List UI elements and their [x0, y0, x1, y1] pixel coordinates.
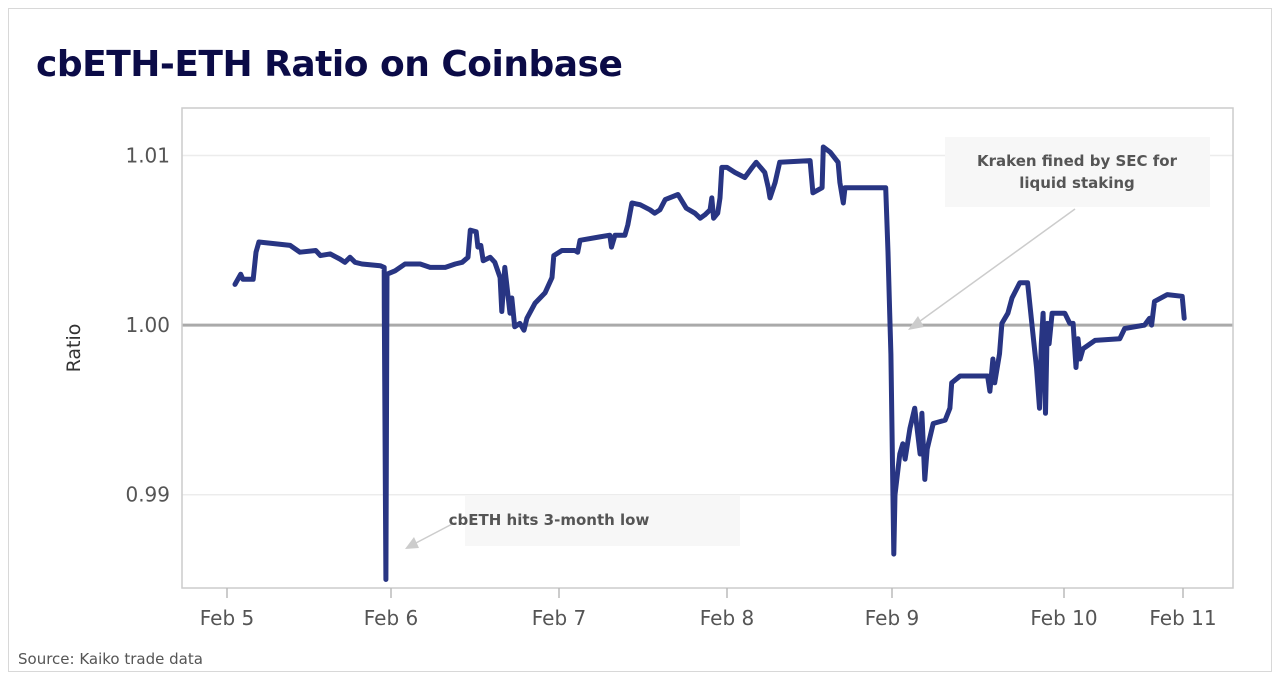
x-axis: Feb 5 Feb 6 Feb 7 Feb 8 Feb 9 Feb 10 Feb 11 [200, 588, 1217, 630]
x-tick-label: Feb 9 [865, 606, 920, 630]
y-tick-label: 1.00 [125, 313, 170, 337]
annotation-arrow-line [413, 521, 457, 545]
annotation-text: cbETH hits 3-month low [449, 511, 650, 529]
annotation-box [465, 496, 740, 546]
y-axis: 0.99 1.00 1.01 [125, 143, 170, 506]
annotation-text: liquid staking [1019, 174, 1135, 192]
annotation-arrow-line [915, 208, 1076, 325]
annotation-kraken: Kraken fined by SEC for liquid staking [908, 137, 1210, 330]
plot-area-border [181, 107, 1234, 589]
y-tick-label: 1.01 [125, 143, 170, 167]
annotation-box [945, 137, 1210, 207]
x-tick-label: Feb 11 [1149, 606, 1216, 630]
chart-frame [8, 8, 1272, 672]
x-tick-label: Feb 10 [1030, 606, 1097, 630]
x-tick-label: Feb 8 [700, 606, 755, 630]
source-note: Source: Kaiko trade data [18, 650, 203, 668]
x-tick-label: Feb 6 [364, 606, 419, 630]
arrow-head-icon [405, 537, 419, 549]
y-axis-label: Ratio [63, 324, 85, 373]
data-points [234, 146, 1185, 580]
arrow-head-icon [908, 316, 924, 330]
annotation-low: cbETH hits 3-month low [405, 496, 740, 549]
chart-title: cbETH-ETH Ratio on Coinbase [36, 44, 623, 85]
y-tick-label: 0.99 [125, 483, 170, 507]
x-tick-label: Feb 5 [200, 606, 255, 630]
x-tick-label: Feb 7 [532, 606, 587, 630]
annotation-text: Kraken fined by SEC for [977, 152, 1178, 170]
